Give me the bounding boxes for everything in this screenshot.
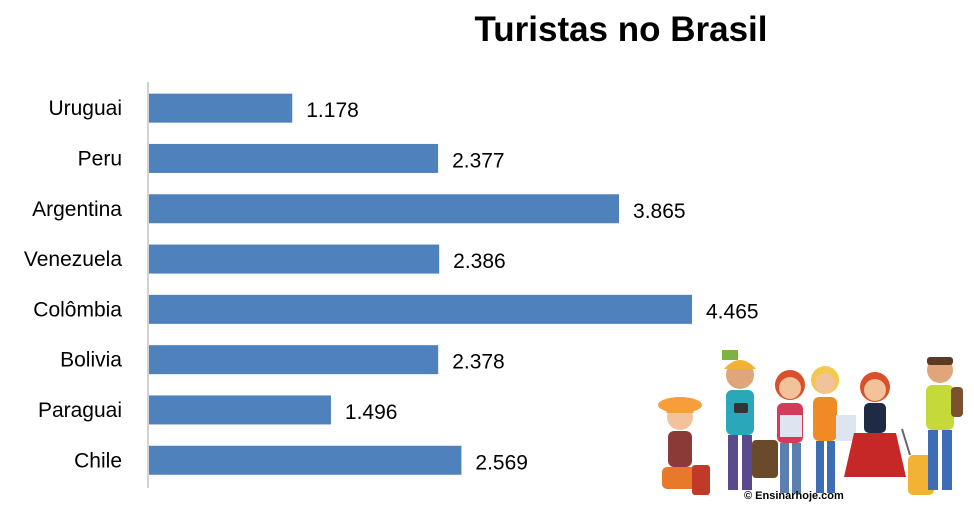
bar-venezuela [149, 244, 440, 274]
tourist-2-icon [722, 350, 778, 490]
category-label: Chile [74, 449, 122, 472]
category-label: Peru [78, 147, 122, 170]
data-label: 1.178 [306, 99, 359, 122]
chart-title: Turistas no Brasil [474, 10, 768, 49]
category-label: Argentina [32, 198, 122, 221]
data-label: 1.496 [345, 401, 398, 424]
data-label: 2.377 [452, 149, 505, 172]
tourist-5-icon [844, 372, 934, 495]
tourist-4-icon [811, 366, 856, 493]
data-label: 3.865 [633, 200, 686, 223]
bar-chile [149, 445, 462, 475]
tourist-3-icon [775, 370, 805, 493]
category-label: Colômbia [33, 298, 122, 321]
image-credit: © Ensinarhoje.com [744, 490, 844, 502]
category-label: Paraguai [38, 399, 122, 422]
bar-uruguai [149, 93, 293, 123]
data-label: 4.465 [706, 300, 759, 323]
data-label: 2.569 [475, 451, 528, 474]
bar-peru [149, 143, 439, 173]
bar-paraguai [149, 395, 331, 425]
tourist-1-icon [658, 397, 710, 495]
bar-bolivia [149, 345, 439, 375]
category-label: Bolivia [60, 349, 122, 372]
category-label: Uruguai [48, 97, 122, 120]
data-label: 2.386 [453, 250, 506, 273]
data-label: 2.378 [452, 351, 505, 374]
bars-group: Uruguai 1.178 Peru 2.377 Argentina 3.865 Venez… [24, 93, 759, 475]
bar-colômbia [149, 294, 693, 324]
category-label: Venezuela [24, 248, 122, 271]
bar-argentina [149, 194, 620, 224]
tourist-6-icon [926, 357, 963, 490]
tourists-group-icon [658, 350, 963, 495]
